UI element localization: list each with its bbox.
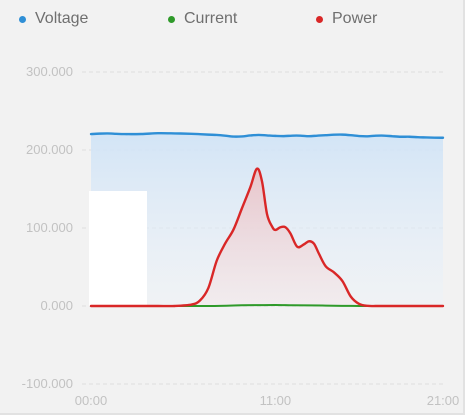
y-tick-label: 200.000	[26, 142, 73, 157]
x-tick-label: 00:00	[75, 393, 108, 408]
legend-item-current[interactable]: Current	[168, 10, 237, 28]
y-tick-label: 300.000	[26, 64, 73, 79]
legend-item-voltage[interactable]: Voltage	[19, 10, 88, 28]
y-tick-label: -100.000	[22, 376, 73, 391]
legend: Voltage Current Power	[0, 10, 465, 32]
x-tick-label: 11:00	[260, 393, 292, 408]
legend-marker-power	[316, 15, 323, 23]
y-tick-label: 100.000	[26, 220, 73, 235]
series-line-power	[89, 167, 445, 308]
legend-marker-voltage	[19, 15, 26, 23]
legend-label-current: Current	[184, 10, 238, 27]
legend-label-power: Power	[332, 10, 378, 27]
legend-marker-current	[168, 15, 175, 23]
series-line-voltage	[89, 132, 445, 139]
tooltip-occluder	[89, 191, 147, 306]
y-tick-label: 0.000	[40, 298, 73, 313]
legend-item-power[interactable]: Power	[316, 10, 377, 28]
legend-label-voltage: Voltage	[35, 10, 89, 27]
power-area	[91, 168, 443, 307]
x-tick-label: 21:00	[427, 393, 460, 408]
